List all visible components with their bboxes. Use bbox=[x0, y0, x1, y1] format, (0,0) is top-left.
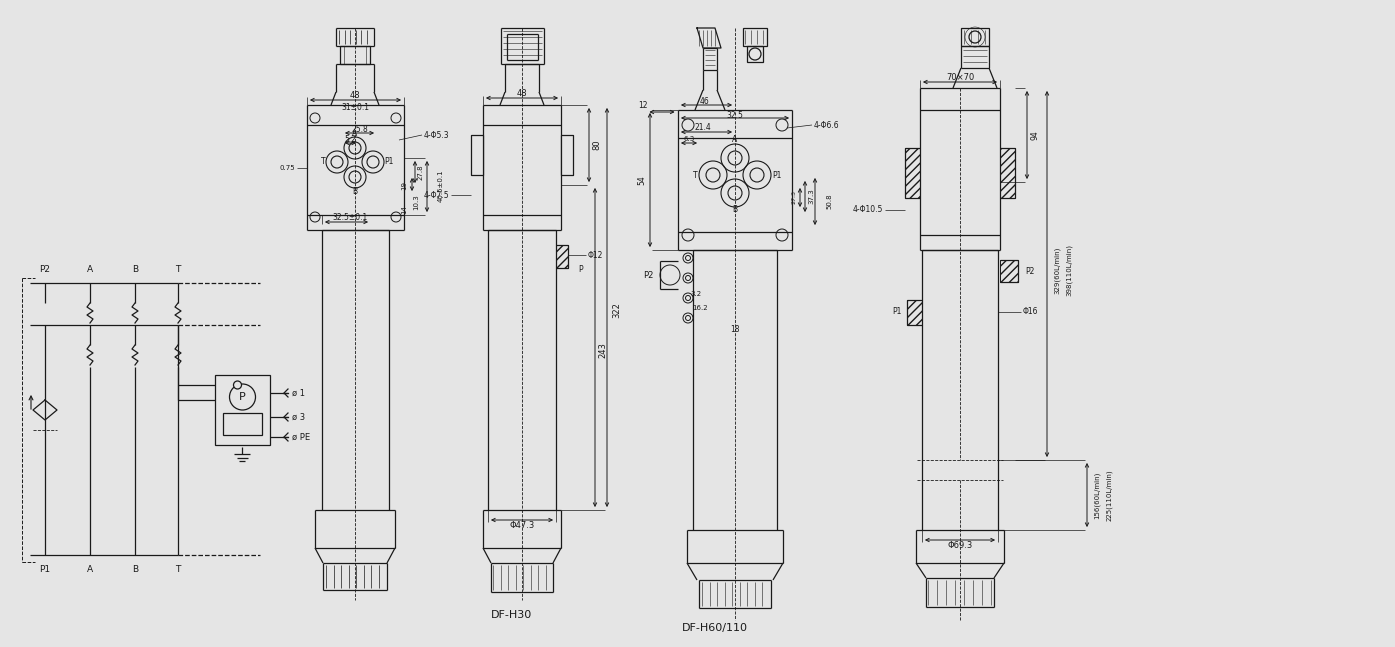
Text: Φ16: Φ16 bbox=[1023, 307, 1038, 316]
Text: 48: 48 bbox=[516, 89, 527, 98]
Bar bbox=[905, 148, 919, 198]
Text: P2: P2 bbox=[1025, 267, 1034, 276]
Circle shape bbox=[230, 384, 255, 410]
Text: 27.8: 27.8 bbox=[418, 164, 424, 180]
Bar bbox=[907, 300, 922, 325]
Text: 14: 14 bbox=[400, 206, 407, 214]
Text: P2: P2 bbox=[39, 265, 50, 274]
Bar bbox=[1000, 148, 1016, 198]
Text: 329(60L/min): 329(60L/min) bbox=[1053, 247, 1060, 294]
Text: T: T bbox=[321, 157, 325, 166]
Text: B: B bbox=[133, 565, 138, 575]
Text: 4-Φ10.5: 4-Φ10.5 bbox=[852, 206, 883, 215]
Text: B: B bbox=[133, 265, 138, 274]
Text: Φ47.3: Φ47.3 bbox=[509, 520, 534, 529]
Text: T: T bbox=[176, 265, 181, 274]
Text: 27.3: 27.3 bbox=[791, 190, 797, 204]
Text: 54: 54 bbox=[638, 175, 646, 185]
Text: B: B bbox=[353, 186, 357, 195]
Text: 70×70: 70×70 bbox=[946, 74, 974, 83]
Text: Φ69.3: Φ69.3 bbox=[947, 540, 972, 549]
Text: A: A bbox=[353, 129, 357, 138]
Text: Φ12: Φ12 bbox=[589, 250, 604, 259]
Text: 37.3: 37.3 bbox=[808, 188, 815, 204]
Text: 4-Φ6.6: 4-Φ6.6 bbox=[815, 120, 840, 129]
Bar bbox=[746, 46, 763, 62]
Text: P2: P2 bbox=[643, 270, 653, 280]
Text: 322: 322 bbox=[612, 302, 622, 318]
Text: T: T bbox=[176, 565, 181, 575]
Text: DF-H30: DF-H30 bbox=[491, 610, 533, 620]
Text: P1: P1 bbox=[893, 307, 903, 316]
Text: A: A bbox=[86, 565, 93, 575]
Text: A: A bbox=[86, 265, 93, 274]
Bar bbox=[1000, 260, 1018, 282]
Bar bbox=[472, 135, 483, 175]
Text: 46: 46 bbox=[700, 98, 710, 107]
Text: 12: 12 bbox=[639, 102, 649, 111]
Text: 19: 19 bbox=[400, 181, 407, 190]
Text: ø PE: ø PE bbox=[292, 432, 310, 441]
Text: P: P bbox=[239, 392, 246, 402]
Text: ø 3: ø 3 bbox=[292, 413, 306, 421]
Bar bbox=[557, 245, 568, 268]
Text: DF-H60/110: DF-H60/110 bbox=[682, 623, 748, 633]
Text: B: B bbox=[732, 204, 738, 214]
Bar bbox=[961, 28, 989, 46]
Text: 4-Φ7.5: 4-Φ7.5 bbox=[423, 190, 449, 199]
Text: 48: 48 bbox=[350, 91, 360, 100]
Text: 50.8: 50.8 bbox=[826, 193, 831, 209]
Text: 243: 243 bbox=[598, 342, 607, 358]
Text: 40.5±0.1: 40.5±0.1 bbox=[438, 170, 444, 203]
Text: 5.2: 5.2 bbox=[345, 135, 356, 144]
Text: 6.3: 6.3 bbox=[684, 136, 695, 142]
Text: 25.8: 25.8 bbox=[352, 124, 368, 133]
Text: 21.4: 21.4 bbox=[695, 124, 711, 133]
Text: T: T bbox=[693, 171, 698, 179]
Text: 31±0.1: 31±0.1 bbox=[340, 104, 370, 113]
Text: P1: P1 bbox=[773, 171, 781, 179]
Text: P: P bbox=[578, 265, 583, 274]
Bar bbox=[223, 413, 262, 435]
Text: 16.2: 16.2 bbox=[692, 305, 707, 311]
Text: 225(110L/min): 225(110L/min) bbox=[1106, 469, 1112, 521]
Text: 4-Φ5.3: 4-Φ5.3 bbox=[424, 131, 449, 140]
Text: 0.75: 0.75 bbox=[279, 165, 294, 171]
Text: ø 1: ø 1 bbox=[292, 388, 306, 397]
Text: 18: 18 bbox=[730, 325, 739, 334]
Circle shape bbox=[233, 381, 241, 389]
Text: 156(60L/min): 156(60L/min) bbox=[1094, 471, 1101, 519]
Text: 32.5±0.1: 32.5±0.1 bbox=[332, 214, 368, 223]
Text: P1: P1 bbox=[39, 565, 50, 575]
Text: 32.5: 32.5 bbox=[727, 111, 744, 120]
Text: 3.2: 3.2 bbox=[691, 291, 702, 297]
Bar bbox=[472, 135, 483, 175]
Text: 398(110L/min): 398(110L/min) bbox=[1066, 244, 1073, 296]
Text: 10.3: 10.3 bbox=[413, 194, 418, 210]
Text: P1: P1 bbox=[384, 157, 393, 166]
Text: A: A bbox=[732, 135, 738, 144]
Bar bbox=[561, 135, 573, 175]
Bar bbox=[561, 135, 573, 175]
Bar bbox=[215, 375, 271, 445]
Bar bbox=[744, 28, 767, 46]
Text: 80: 80 bbox=[593, 140, 601, 150]
Text: 94: 94 bbox=[1031, 130, 1039, 140]
